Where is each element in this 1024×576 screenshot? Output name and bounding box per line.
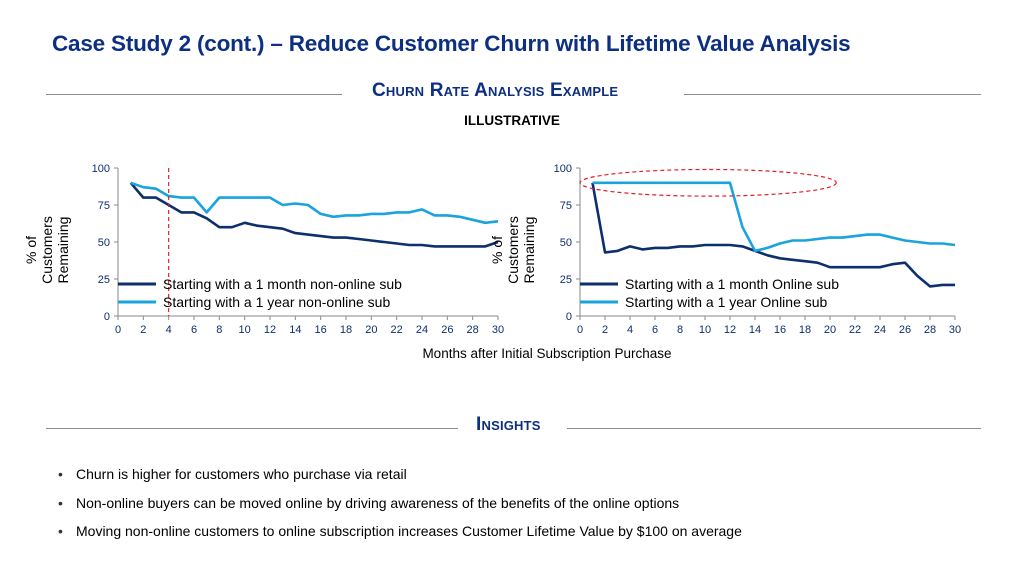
chart-2-x-tick-label: 28: [924, 324, 936, 336]
chart-2-y-tick-label: 25: [560, 274, 572, 286]
insight-item: Non-online buyers can be moved online by…: [58, 489, 742, 518]
chart-1-x-tick-label: 20: [365, 324, 377, 336]
chart-2-x-tick-label: 12: [724, 324, 736, 336]
chart-1-x-tick-label: 2: [140, 324, 146, 336]
chart-2-legend-label: Starting with a 1 year Online sub: [625, 294, 828, 310]
chart-2-x-tick-label: 6: [652, 324, 658, 336]
chart-1-x-tick-label: 26: [441, 324, 453, 336]
chart-1-y-tick-label: 25: [98, 274, 110, 286]
illustrative-tag: ILLUSTRATIVE: [464, 113, 560, 128]
section-rule-left: [46, 94, 342, 95]
chart-1-series-1-line: [129, 181, 499, 248]
chart-2-y-tick-label: 75: [560, 200, 572, 212]
chart-1-x-tick-label: 28: [467, 324, 479, 336]
chart-2-x-tick-label: 0: [577, 324, 583, 336]
chart-1-x-tick-label: 30: [492, 324, 504, 336]
chart-2-x-tick-label: 30: [949, 324, 961, 336]
section-rule-right: [684, 94, 981, 95]
chart-1-x-tick-label: 10: [239, 324, 251, 336]
chart-1-x-tick-label: 14: [289, 324, 301, 336]
chart-2-y-label-line: Remaining: [521, 217, 537, 284]
insights-rule-left: [46, 428, 458, 429]
chart-1-y-label-line: Remaining: [55, 217, 71, 284]
chart-1-series-2-line: [130, 181, 499, 225]
chart-1-y-tick-label: 0: [104, 311, 110, 323]
chart-1-x-tick-label: 12: [264, 324, 276, 336]
chart-2-y-label: % ofCustomersRemaining: [489, 216, 537, 284]
insight-item: Moving non-online customers to online su…: [58, 517, 742, 546]
chart-1-x-tick-label: 6: [191, 324, 197, 336]
chart-2-x-tick-label: 4: [627, 324, 633, 336]
chart-2-x-tick-label: 24: [874, 324, 886, 336]
chart-2-x-tick-label: 14: [749, 324, 761, 336]
chart-2-highlight-ellipse: [579, 168, 837, 197]
chart-2-x-tick-label: 16: [774, 324, 786, 336]
page-title: Case Study 2 (cont.) – Reduce Customer C…: [52, 31, 851, 56]
chart-2-y-tick-label: 50: [560, 237, 572, 249]
chart-1-y-tick-label: 75: [98, 200, 110, 212]
chart-2-y-label-line: % of: [489, 236, 505, 264]
insights-heading: Insights: [476, 414, 541, 435]
chart-2-x-tick-label: 8: [677, 324, 683, 336]
chart-2-x-tick-label: 26: [899, 324, 911, 336]
chart-1-y-tick-label: 50: [98, 237, 110, 249]
chart-1-x-tick-label: 8: [216, 324, 222, 336]
chart-2-x-tick-label: 2: [602, 324, 608, 336]
insights-rule-right: [567, 428, 981, 429]
chart-1-y-label: % ofCustomersRemaining: [23, 216, 71, 284]
chart-1-x-tick-label: 22: [391, 324, 403, 336]
chart-2-y-label-line: Customers: [505, 216, 521, 284]
insight-item: Churn is higher for customers who purcha…: [58, 460, 742, 489]
chart-2-legend-label: Starting with a 1 month Online sub: [625, 276, 839, 292]
insights-list: Churn is higher for customers who purcha…: [58, 460, 742, 546]
chart-2-series-2-line: [592, 181, 956, 253]
chart-2-x-tick-label: 20: [824, 324, 836, 336]
chart-2-x-tick-label: 10: [699, 324, 711, 336]
chart-1-y-label-line: % of: [23, 236, 39, 264]
chart-1-x-tick-label: 16: [315, 324, 327, 336]
chart-1-x-tick-label: 18: [340, 324, 352, 336]
chart-1-x-tick-label: 0: [115, 324, 121, 336]
chart-2-series-1-line: [591, 182, 955, 288]
chart-1-legend-label: Starting with a 1 year non-online sub: [163, 294, 390, 310]
chart-1-y-tick-label: 100: [92, 163, 110, 175]
x-axis-caption: Months after Initial Subscription Purcha…: [422, 346, 672, 361]
chart-1-x-tick-label: 24: [416, 324, 428, 336]
chart-1-y-label-line: Customers: [39, 216, 55, 284]
chart-2-y-tick-label: 0: [566, 311, 572, 323]
chart-2-y-tick-label: 100: [554, 163, 572, 175]
chart-1-x-tick-label: 4: [166, 324, 172, 336]
chart-2-x-tick-label: 18: [799, 324, 811, 336]
section-heading: Churn Rate Analysis Example: [372, 80, 619, 101]
chart-2-x-tick-label: 22: [849, 324, 861, 336]
chart-1-legend-label: Starting with a 1 month non-online sub: [163, 276, 402, 292]
